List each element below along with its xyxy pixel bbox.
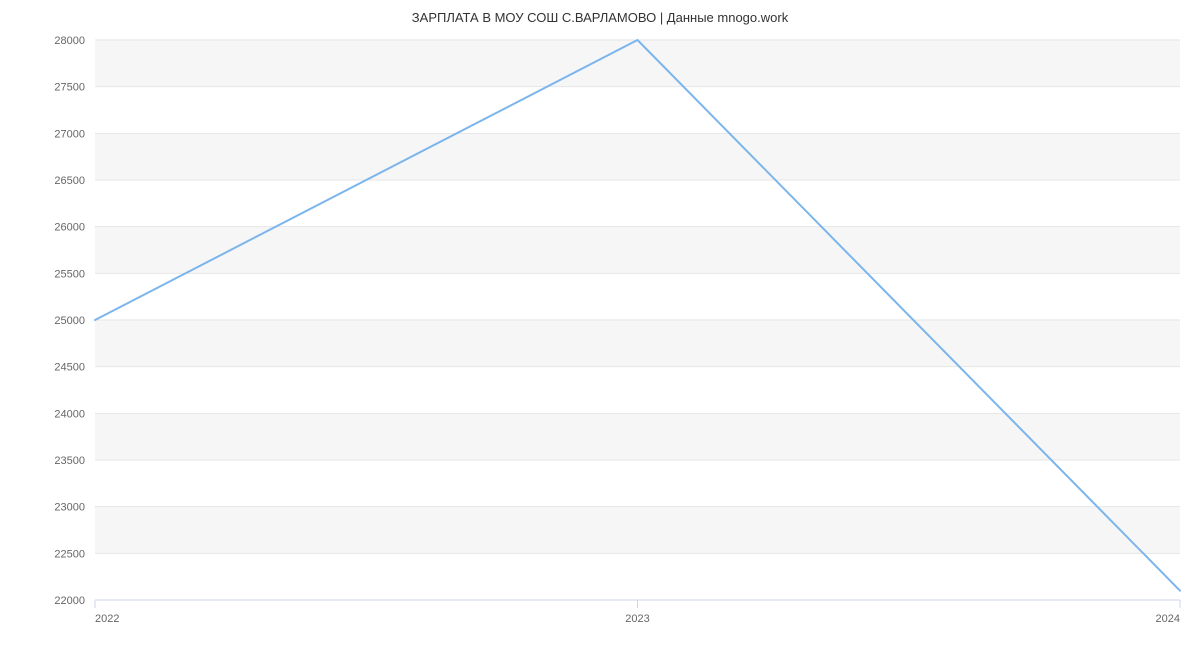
y-tick-label: 23500	[54, 455, 85, 467]
plot-band	[95, 320, 1180, 367]
plot-band	[95, 87, 1180, 134]
plot-band	[95, 227, 1180, 274]
chart-svg: 22000 22500 23000 23500 24000 24500 25000 25500…	[0, 0, 1200, 650]
y-tick-label: 25500	[54, 268, 85, 280]
plot-band	[95, 273, 1180, 320]
plot-band	[95, 40, 1180, 87]
y-tick-label: 24500	[54, 362, 85, 374]
x-tick-label: 2023	[625, 613, 649, 625]
y-tick-label: 22500	[54, 548, 85, 560]
y-tick-label: 26500	[54, 175, 85, 187]
plot-band	[95, 507, 1180, 554]
plot-band	[95, 413, 1180, 460]
plot-band	[95, 180, 1180, 227]
y-tick-label: 27000	[54, 128, 85, 140]
y-tick-label: 25000	[54, 315, 85, 327]
x-tick-label: 2022	[95, 613, 119, 625]
plot-band	[95, 367, 1180, 414]
plot-band	[95, 460, 1180, 507]
y-tick-label: 27500	[54, 82, 85, 94]
plot-band	[95, 553, 1180, 600]
y-tick-label: 24000	[54, 408, 85, 420]
plot-band	[95, 133, 1180, 180]
y-tick-label: 23000	[54, 502, 85, 514]
chart-title: ЗАРПЛАТА В МОУ СОШ С.ВАРЛАМОВО | Данные …	[0, 10, 1200, 25]
y-tick-label: 26000	[54, 222, 85, 234]
y-tick-label: 22000	[54, 595, 85, 607]
salary-line-chart: ЗАРПЛАТА В МОУ СОШ С.ВАРЛАМОВО | Данные …	[0, 0, 1200, 650]
x-tick-label: 2024	[1156, 613, 1180, 625]
y-tick-label: 28000	[54, 35, 85, 47]
